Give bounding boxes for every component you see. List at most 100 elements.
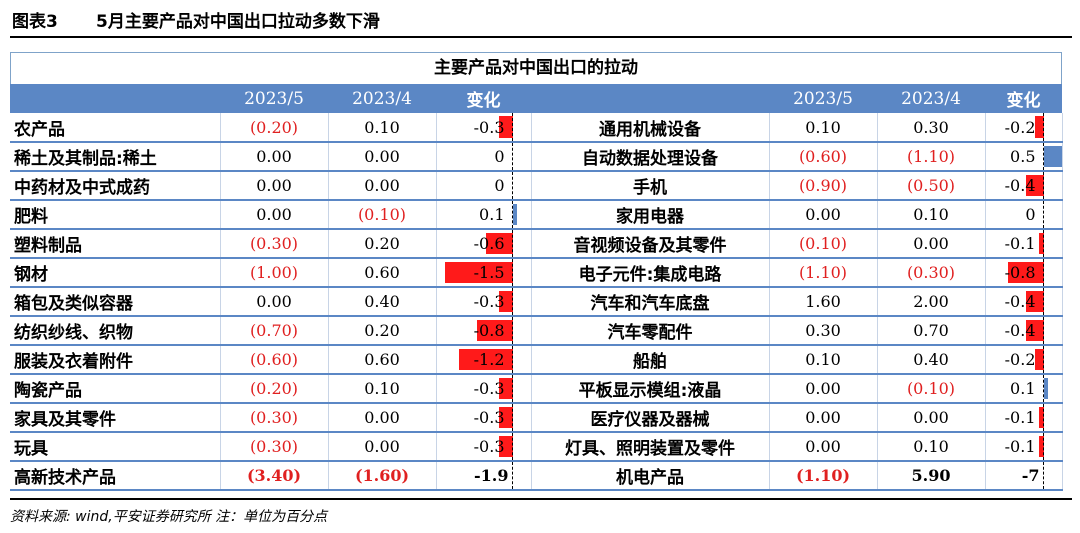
value-2023-5: 0.00 — [220, 171, 329, 201]
product-name: 家具及其零件 — [10, 403, 221, 433]
change-cell: -0.4 — [985, 171, 1063, 201]
change-value: -0.1 — [1004, 437, 1036, 456]
positive-change-bar — [1043, 146, 1061, 167]
value-2023-5: 0.00 — [769, 403, 878, 433]
zero-axis-line — [511, 172, 513, 198]
value-2023-5: (3.40) — [220, 461, 329, 491]
change-value: -0.8 — [1004, 263, 1036, 282]
change-value: -1.2 — [473, 350, 505, 369]
negative-change-bar — [499, 378, 513, 399]
value-2023-4: 0.10 — [877, 200, 986, 230]
change-cell: 0 — [436, 142, 532, 172]
value-2023-5: (0.60) — [220, 345, 329, 375]
table-row: 农产品 (0.20) 0.10 -0.3 通用机械设备 0.10 0.30 -0.2 — [10, 113, 1063, 143]
product-name: 家用电器 — [531, 200, 770, 230]
zero-axis-line — [511, 143, 513, 169]
negative-change-bar — [1025, 320, 1044, 341]
table-row: 箱包及类似容器 0.00 0.40 -0.3 汽车和汽车底盘 1.60 2.00 -0.4 — [10, 287, 1063, 317]
figure-title: 图表3 5月主要产品对中国出口拉动多数下滑 — [10, 6, 1072, 38]
positive-change-bar — [512, 204, 517, 225]
change-cell: -0.4 — [985, 316, 1063, 346]
zero-axis-line — [511, 317, 513, 343]
zero-axis-line — [511, 433, 513, 459]
value-2023-5: (0.30) — [220, 229, 329, 259]
change-cell: -0.6 — [436, 229, 532, 259]
value-2023-5: 0.10 — [769, 113, 878, 143]
change-cell: -0.2 — [985, 113, 1063, 143]
change-value: -0.3 — [473, 117, 505, 137]
change-cell: -0.1 — [985, 403, 1063, 433]
product-name: 农产品 — [10, 113, 221, 143]
product-name: 塑料制品 — [10, 229, 221, 259]
product-name: 自动数据处理设备 — [531, 142, 770, 172]
negative-change-bar — [499, 116, 513, 138]
change-value: -0.3 — [473, 292, 505, 311]
value-2023-4: 0.70 — [877, 316, 986, 346]
value-2023-5: 0.00 — [220, 287, 329, 317]
value-2023-5: (1.00) — [220, 258, 329, 288]
negative-change-bar — [499, 436, 513, 457]
value-2023-5: (1.10) — [769, 461, 878, 491]
product-name: 电子元件:集成电路 — [531, 258, 770, 288]
product-name: 稀土及其制品:稀土 — [10, 142, 221, 172]
header-cell: 2023/5 — [769, 84, 877, 113]
zero-axis-line — [1042, 172, 1044, 198]
zero-axis-line — [511, 375, 513, 401]
negative-change-bar — [1025, 291, 1044, 312]
zero-axis-line — [1042, 259, 1044, 285]
value-2023-4: 0.40 — [877, 345, 986, 375]
negative-change-bar — [499, 407, 513, 428]
figure-number: 图表3 — [12, 12, 58, 32]
value-2023-4: 2.00 — [877, 287, 986, 317]
zero-axis-line — [1042, 201, 1044, 227]
value-2023-4: (1.60) — [328, 461, 437, 491]
change-cell: -0.3 — [436, 287, 532, 317]
value-2023-4: 0.30 — [877, 113, 986, 143]
value-2023-5: 0.00 — [769, 432, 878, 462]
table-row: 服装及衣着附件 (0.60) 0.60 -1.2 船舶 0.10 0.40 -0.2 — [10, 345, 1063, 375]
zero-axis-line — [511, 113, 513, 140]
negative-change-bar — [1034, 349, 1044, 370]
value-2023-4: (0.30) — [877, 258, 986, 288]
change-cell: 0.1 — [436, 200, 532, 230]
change-cell: -0.1 — [985, 432, 1063, 462]
product-name: 高新技术产品 — [10, 461, 221, 491]
change-value: -0.3 — [473, 379, 505, 398]
table-row: 家具及其零件 (0.30) 0.00 -0.3 医疗仪器及器械 0.00 0.00 -0.1 — [10, 403, 1063, 433]
value-2023-4: 0.10 — [328, 374, 437, 404]
table-row: 陶瓷产品 (0.20) 0.10 -0.3 平板显示模组:液晶 0.00 (0.10) 0.1 — [10, 374, 1063, 404]
table-row: 高新技术产品 (3.40) (1.60) -1.9 机电产品 (1.10) 5.90 -7 — [10, 461, 1063, 491]
value-2023-4: 5.90 — [877, 461, 986, 491]
product-name: 陶瓷产品 — [10, 374, 221, 404]
figure-title-text: 5月主要产品对中国出口拉动多数下滑 — [96, 12, 380, 32]
header-cell: 变化 — [985, 84, 1062, 113]
value-2023-5: 0.00 — [769, 374, 878, 404]
change-value: -0.3 — [473, 408, 505, 427]
table-row: 中药材及中式成药 0.00 0.00 0 手机 (0.90) (0.50) -0.4 — [10, 171, 1063, 201]
change-cell: 0.1 — [985, 374, 1063, 404]
header-cell: 2023/4 — [328, 84, 436, 113]
product-name: 通用机械设备 — [531, 113, 770, 143]
negative-change-bar — [485, 233, 513, 254]
product-name: 钢材 — [10, 258, 221, 288]
change-cell: -1.5 — [436, 258, 532, 288]
value-2023-4: 0.20 — [328, 229, 437, 259]
change-value: -0.2 — [1004, 350, 1036, 369]
change-cell: -0.3 — [436, 113, 532, 143]
header-cell — [531, 84, 769, 113]
zero-axis-line — [511, 288, 513, 314]
change-value: -7 — [1021, 466, 1040, 485]
value-2023-5: 0.00 — [769, 200, 878, 230]
value-2023-4: (1.10) — [877, 142, 986, 172]
value-2023-5: (0.20) — [220, 113, 329, 143]
negative-change-bar — [499, 291, 513, 312]
negative-change-bar — [1007, 262, 1044, 283]
product-name: 纺织纱线、织物 — [10, 316, 221, 346]
product-name: 音视频设备及其零件 — [531, 229, 770, 259]
value-2023-5: (0.90) — [769, 171, 878, 201]
zero-axis-line — [1042, 433, 1044, 459]
value-2023-4: 0.00 — [328, 142, 437, 172]
product-name: 手机 — [531, 171, 770, 201]
zero-axis-line — [1042, 230, 1044, 256]
value-2023-4: 0.60 — [328, 345, 437, 375]
